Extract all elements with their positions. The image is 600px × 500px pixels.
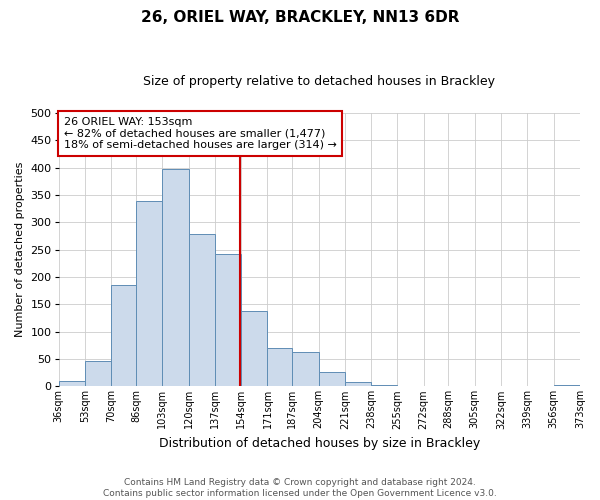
- Bar: [319, 372, 345, 386]
- Bar: [59, 381, 85, 386]
- Text: Contains HM Land Registry data © Crown copyright and database right 2024.
Contai: Contains HM Land Registry data © Crown c…: [103, 478, 497, 498]
- Bar: [345, 382, 371, 386]
- Bar: [371, 384, 397, 386]
- Y-axis label: Number of detached properties: Number of detached properties: [15, 162, 25, 338]
- Bar: [162, 168, 188, 386]
- Text: 26, ORIEL WAY, BRACKLEY, NN13 6DR: 26, ORIEL WAY, BRACKLEY, NN13 6DR: [141, 10, 459, 25]
- Bar: [136, 202, 162, 386]
- Bar: [292, 352, 319, 386]
- Bar: [241, 312, 268, 386]
- Bar: [188, 234, 215, 386]
- Bar: [111, 285, 136, 386]
- Bar: [268, 348, 292, 387]
- Text: 26 ORIEL WAY: 153sqm
← 82% of detached houses are smaller (1,477)
18% of semi-de: 26 ORIEL WAY: 153sqm ← 82% of detached h…: [64, 117, 337, 150]
- X-axis label: Distribution of detached houses by size in Brackley: Distribution of detached houses by size …: [158, 437, 480, 450]
- Bar: [85, 360, 111, 386]
- Bar: [215, 254, 241, 386]
- Title: Size of property relative to detached houses in Brackley: Size of property relative to detached ho…: [143, 75, 496, 88]
